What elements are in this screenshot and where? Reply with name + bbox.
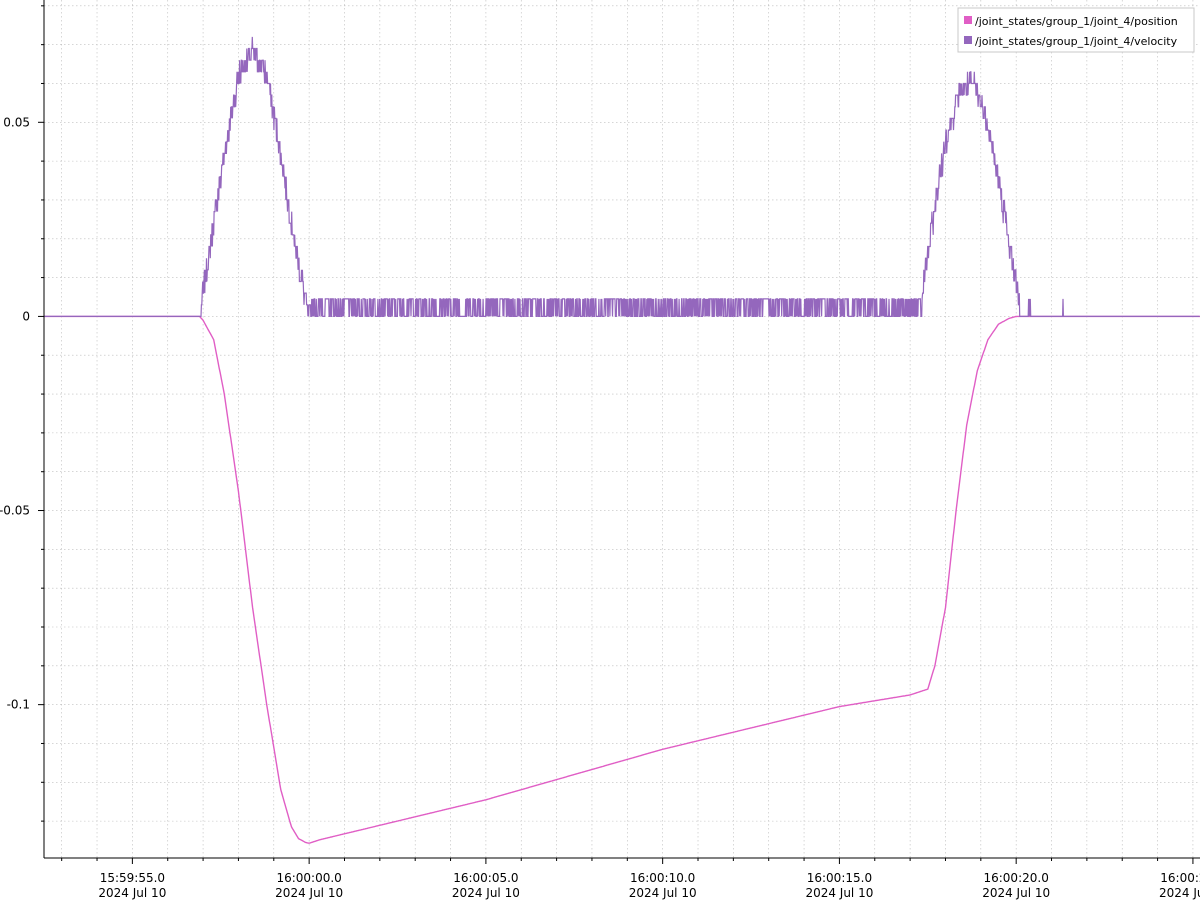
legend-label-position: /joint_states/group_1/joint_4/position <box>975 15 1178 28</box>
axes <box>44 0 1200 858</box>
x-tick-label-date: 2024 Jul 10 <box>805 886 873 900</box>
x-tick-label-time: 15:59:55.0 <box>100 871 165 885</box>
x-tick-label-date: 2024 Jul 10 <box>629 886 697 900</box>
legend-swatch-position <box>964 16 972 24</box>
x-tick-label-date: 2024 Jul 10 <box>1159 886 1200 900</box>
grid-lines <box>44 0 1200 858</box>
x-tick-label-date: 2024 Jul 10 <box>982 886 1050 900</box>
x-tick-label-time: 16:00:20.0 <box>983 871 1048 885</box>
legend-swatch-velocity <box>964 36 972 44</box>
y-tick-label: 0.05 <box>3 115 30 129</box>
legend: /joint_states/group_1/joint_4/position /… <box>958 8 1194 52</box>
x-tick-label-date: 2024 Jul 10 <box>98 886 166 900</box>
x-tick-label-time: 16:00:25.0 <box>1160 871 1200 885</box>
x-tick-label-time: 16:00:05.0 <box>453 871 518 885</box>
x-tick-label-time: 16:00:10.0 <box>630 871 695 885</box>
y-tick-label: -0.05 <box>0 504 30 518</box>
legend-label-velocity: /joint_states/group_1/joint_4/velocity <box>975 35 1178 48</box>
series-line-position <box>44 316 1200 843</box>
x-tick-label-time: 16:00:00.0 <box>276 871 341 885</box>
series-lines <box>44 37 1200 843</box>
x-tick-label-date: 2024 Jul 10 <box>452 886 520 900</box>
series-line-velocity <box>44 37 1200 317</box>
x-tick-label-date: 2024 Jul 10 <box>275 886 343 900</box>
x-tick-label-time: 16:00:15.0 <box>807 871 872 885</box>
y-tick-label: -0.1 <box>7 698 30 712</box>
y-tick-label: 0 <box>22 309 30 323</box>
